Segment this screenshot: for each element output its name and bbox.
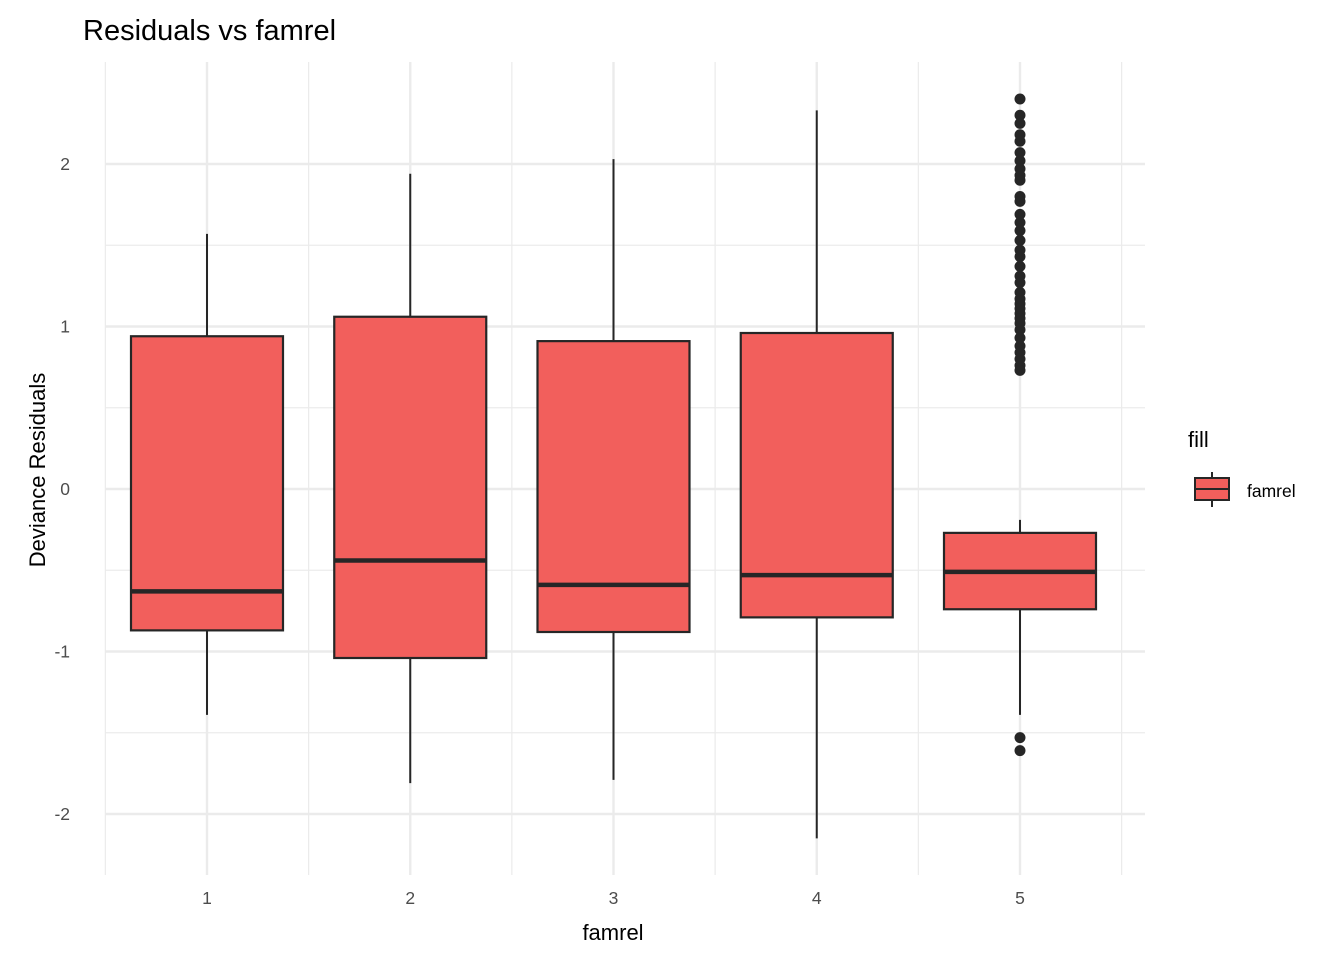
- y-tick-label: 1: [60, 317, 70, 337]
- y-tick-label: -1: [54, 642, 70, 662]
- x-tick-label: 4: [812, 888, 822, 908]
- outlier-point: [1014, 117, 1026, 129]
- box: [536, 340, 691, 634]
- legend-title: fill: [1188, 427, 1209, 452]
- x-axis-title: famrel: [582, 920, 643, 945]
- outlier-point: [1014, 217, 1026, 228]
- outlier-point: [1014, 332, 1026, 344]
- outlier-point: [1014, 260, 1026, 272]
- boxplots: [129, 93, 1098, 839]
- outlier-point: [1014, 251, 1026, 263]
- outlier-point: [1014, 324, 1026, 336]
- outlier-point: [1014, 732, 1026, 744]
- outlier-point: [1014, 93, 1026, 105]
- chart-title: Residuals vs famrel: [83, 15, 336, 47]
- boxplot-5: [942, 93, 1098, 757]
- boxplot-2: [333, 173, 488, 784]
- box: [739, 331, 894, 619]
- x-tick-label: 2: [405, 888, 415, 908]
- y-axis-ticks: -2 -1 0 1 2: [54, 154, 70, 824]
- x-tick-label: 5: [1015, 888, 1025, 908]
- legend-key: [1194, 472, 1230, 507]
- x-tick-label: 3: [609, 888, 619, 908]
- outlier-point: [1014, 225, 1026, 237]
- legend: fill famrel: [1188, 427, 1296, 507]
- boxplot-1: [129, 233, 285, 715]
- outlier-point: [1014, 109, 1026, 121]
- outlier-point: [1014, 135, 1026, 147]
- outlier-point: [1014, 174, 1026, 186]
- boxplot-4: [739, 110, 894, 839]
- outlier-point: [1014, 364, 1026, 376]
- outlier-point: [1014, 147, 1026, 159]
- y-tick-label: 0: [60, 479, 70, 499]
- outlier-point: [1014, 234, 1026, 246]
- box: [333, 315, 488, 660]
- x-axis-ticks: 1 2 3 4 5: [202, 888, 1025, 908]
- y-axis-title: Deviance Residuals: [25, 373, 50, 567]
- box: [129, 335, 285, 632]
- outlier-point: [1014, 745, 1026, 757]
- x-tick-label: 1: [202, 888, 212, 908]
- outlier-point: [1014, 155, 1026, 167]
- y-tick-label: 2: [60, 154, 70, 174]
- outlier-point: [1014, 195, 1026, 207]
- legend-label: famrel: [1247, 481, 1296, 501]
- y-tick-label: -2: [54, 804, 70, 824]
- outlier-point: [1014, 208, 1026, 220]
- outlier-point: [1014, 277, 1026, 289]
- boxplot-3: [536, 159, 691, 780]
